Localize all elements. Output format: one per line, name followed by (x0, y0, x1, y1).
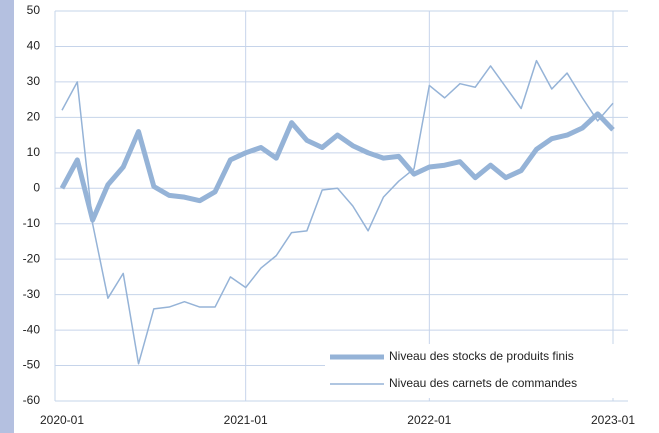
y-tick-label: 30 (27, 74, 41, 88)
x-tick-label: 2021-01 (224, 413, 268, 427)
y-tick-label: 50 (27, 3, 41, 17)
y-tick-label: -30 (23, 287, 41, 301)
y-tick-label: -20 (23, 251, 41, 265)
x-tick-label: 2022-01 (407, 413, 451, 427)
line-series (61, 59, 614, 365)
y-tick-label: 20 (27, 110, 41, 124)
x-tick-label: 2020-01 (40, 413, 84, 427)
y-tick-label: 0 (33, 180, 40, 194)
y-tick-label: -60 (23, 393, 41, 407)
legend-box (325, 344, 648, 398)
y-tick-label: -10 (23, 216, 41, 230)
legend-label: Niveau des carnets de commandes (389, 376, 577, 390)
y-tick-label: -50 (23, 358, 41, 372)
line-series (59, 111, 615, 223)
x-tick-label: 2023-01 (591, 413, 635, 427)
side-strip (0, 0, 14, 433)
legend-label: Niveau des stocks de produits finis (389, 349, 574, 363)
y-tick-label: -40 (23, 322, 41, 336)
y-tick-label: 40 (27, 39, 41, 53)
y-tick-label: 10 (27, 145, 41, 159)
